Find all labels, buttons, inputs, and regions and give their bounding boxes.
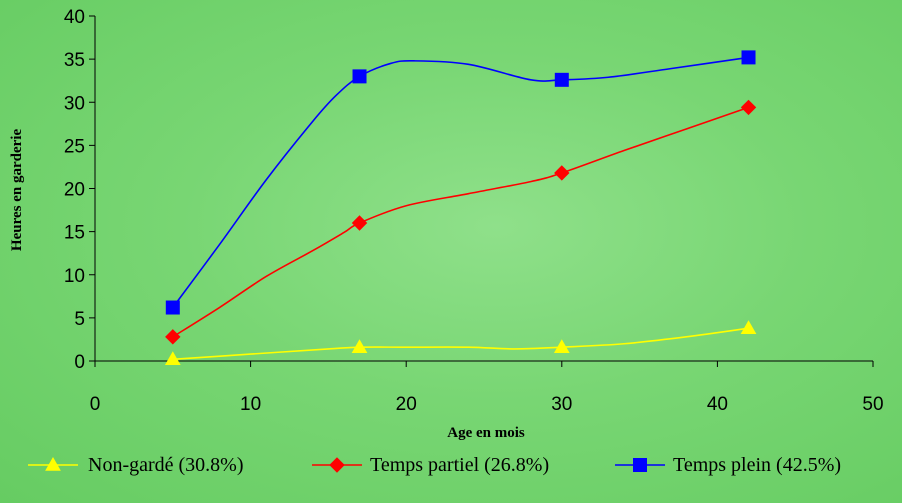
data-point-diamond xyxy=(740,99,757,116)
x-tick-label: 0 xyxy=(90,394,101,415)
data-point-square xyxy=(554,72,569,87)
series-layer xyxy=(164,50,757,366)
legend-label: Temps plein (42.5%) xyxy=(673,454,841,476)
x-axis-label: Age en mois xyxy=(447,425,525,441)
data-point-diamond xyxy=(165,329,181,345)
legend-label: Non-gardé (30.8%) xyxy=(88,454,244,476)
y-tick-label: 5 xyxy=(74,309,85,330)
y-axis-label: Heures en garderie xyxy=(9,129,25,252)
y-tick-label: 25 xyxy=(64,136,85,157)
legend-marker-square xyxy=(633,458,647,472)
legend: Non-gardé (30.8%) Temps partiel (26.8%) Te… xyxy=(28,454,841,476)
legend-label: Temps partiel (26.8%) xyxy=(370,454,549,476)
y-tick-label: 0 xyxy=(74,352,85,373)
x-tick-label: 40 xyxy=(707,394,728,415)
series-line xyxy=(172,327,749,361)
legend-marker-diamond xyxy=(329,457,345,473)
data-point-diamond xyxy=(351,215,368,231)
axes: 0 5 10 15 20 25 30 35 40 0 10 20 30 40 50 xyxy=(64,7,884,415)
data-point-square xyxy=(741,50,756,65)
x-tick-label: 30 xyxy=(551,394,572,415)
data-point-triangle xyxy=(553,339,570,353)
data-point-triangle xyxy=(164,351,181,366)
series-line xyxy=(172,56,749,309)
y-tick-label: 35 xyxy=(64,50,85,71)
data-point-triangle xyxy=(740,320,757,334)
x-tick-label: 50 xyxy=(862,394,883,415)
y-tick-label: 30 xyxy=(64,93,85,114)
series-triangle xyxy=(164,320,757,366)
y-tick-label: 15 xyxy=(64,223,85,244)
data-point-square xyxy=(165,300,180,315)
data-point-square xyxy=(352,69,367,84)
data-point-diamond xyxy=(554,165,570,181)
series-square xyxy=(165,50,756,315)
data-point-triangle xyxy=(351,339,368,353)
y-tick-label: 20 xyxy=(64,180,85,201)
legend-item: Temps partiel (26.8%) xyxy=(312,454,549,476)
series-line xyxy=(172,106,749,338)
y-tick-label: 40 xyxy=(64,7,85,28)
x-tick-label: 10 xyxy=(240,394,261,415)
legend-item: Non-gardé (30.8%) xyxy=(28,454,244,476)
x-tick-label: 20 xyxy=(396,394,417,415)
legend-item: Temps plein (42.5%) xyxy=(615,454,841,476)
series-diamond xyxy=(165,99,757,345)
legend-marker-triangle xyxy=(45,456,61,471)
y-tick-label: 10 xyxy=(64,266,85,287)
